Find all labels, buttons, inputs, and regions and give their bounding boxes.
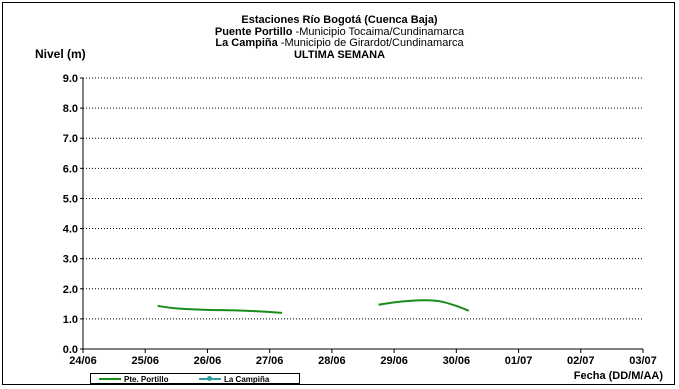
- gridlines: [83, 77, 643, 320]
- y-tick-label-5: 5.0: [63, 193, 78, 205]
- chart-title: Estaciones Río Bogotá (Cuenca Baja): [241, 14, 438, 26]
- station-2-location: -Municipio de Girardot/Cundinamarca: [277, 37, 464, 49]
- axes: [80, 77, 644, 353]
- y-tick-label-3: 3.0: [63, 254, 78, 266]
- legend-label-2: La Campiña: [224, 374, 270, 384]
- x-tick-label-1: 25/06: [131, 355, 159, 367]
- x-tick-label-3: 27/06: [256, 355, 284, 367]
- tick-labels: 0.0 1.0 2.0 3.0 4.0 5.0 6.0 7.0 8.0 9.0 24/06 25/06…: [63, 73, 657, 367]
- y-tick-label-2: 2.0: [63, 284, 78, 296]
- y-tick-label-8: 8.0: [63, 103, 78, 115]
- y-tick-label-4: 4.0: [63, 224, 78, 236]
- x-tick-label-5: 29/06: [380, 355, 408, 367]
- series-1-line-segment-2: [378, 299, 470, 312]
- series-lines: [157, 299, 470, 314]
- y-tick-label-9: 9.0: [63, 73, 78, 85]
- series-1-line-segment-1: [157, 304, 283, 314]
- x-tick-label-8: 02/07: [567, 355, 595, 367]
- x-axis-label: Fecha (DD/M/AA): [573, 370, 663, 382]
- x-tick-label-7: 01/07: [505, 355, 533, 367]
- legend: Pte. Portillo La Campiña: [90, 373, 300, 384]
- legend-swatch-1: [99, 374, 121, 384]
- y-tick-label-0: 0.0: [63, 344, 78, 356]
- x-tick-label-2: 26/06: [194, 355, 222, 367]
- x-tick-label-6: 30/06: [443, 355, 471, 367]
- chart-subtitle-station-2: La Campiña -Municipio de Girardot/Cundin…: [0, 37, 679, 49]
- chart-subtitle-station-1: Puente Portillo -Municipio Tocaima/Cundi…: [0, 26, 679, 38]
- station-1-location: -Municipio Tocaima/Cundinamarca: [292, 26, 465, 38]
- x-tick-label-9: 03/07: [629, 355, 657, 367]
- y-axis-label: Nivel (m): [35, 47, 86, 61]
- x-tick-label-0: 24/06: [69, 355, 97, 367]
- chart-frame: [2, 2, 675, 385]
- x-tick-label-4: 28/06: [318, 355, 346, 367]
- station-2-name: La Campiña: [215, 37, 278, 49]
- chart-period-label: ULTIMA SEMANA: [293, 49, 386, 61]
- y-tick-label-7: 7.0: [63, 133, 78, 145]
- legend-entry-2: La Campiña: [199, 374, 269, 384]
- y-tick-label-1: 1.0: [63, 314, 78, 326]
- y-tick-label-6: 6.0: [63, 163, 78, 175]
- station-1-name: Puente Portillo: [214, 26, 293, 38]
- legend-label-1: Pte. Portillo: [124, 374, 169, 384]
- legend-swatch-2: [199, 374, 221, 384]
- legend-entry-1: Pte. Portillo: [99, 374, 168, 384]
